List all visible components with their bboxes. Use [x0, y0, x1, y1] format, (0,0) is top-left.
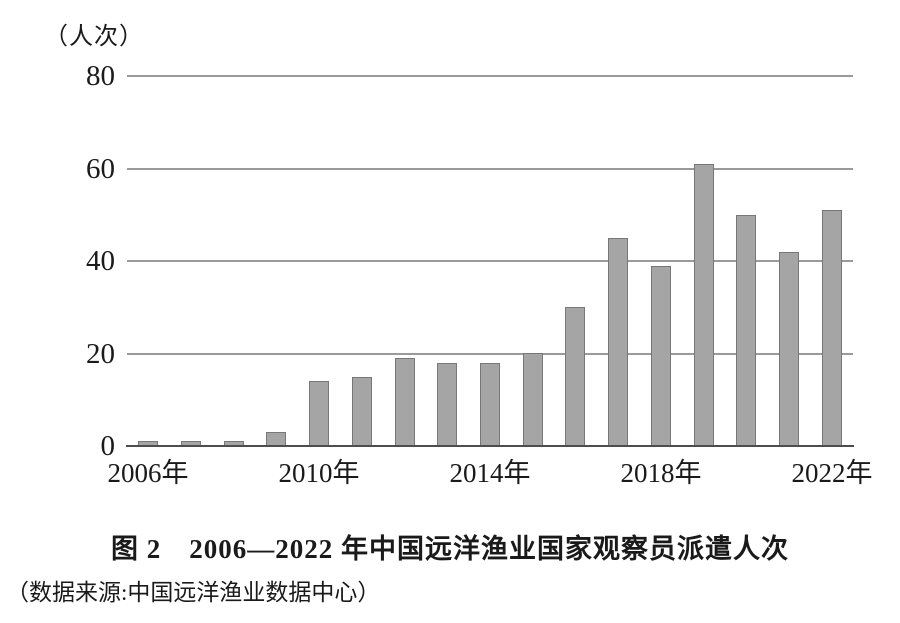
bar-2018: [651, 266, 671, 446]
gridline-60: [127, 167, 853, 170]
x-tick-label-2006: 2006年: [107, 458, 189, 488]
bar-2016: [565, 307, 585, 446]
bar-2017: [608, 238, 628, 446]
bar-2020: [736, 215, 756, 446]
gridline-80: [127, 75, 853, 77]
bar-2012: [395, 358, 415, 446]
x-tick-label-2018: 2018年: [620, 458, 702, 488]
gridline-20: [127, 352, 853, 355]
x-tick-label-2022: 2022年: [791, 458, 873, 488]
bar-2011: [352, 377, 372, 446]
figure-title: 图 2 2006—2022 年中国远洋渔业国家观察员派遣人次: [111, 534, 789, 564]
bar-2021: [779, 252, 799, 446]
x-tick-label-2010: 2010年: [278, 458, 360, 488]
y-tick-label-0: 0: [100, 430, 116, 462]
figure-source: （数据来源:中国远洋渔业数据中心）: [6, 580, 381, 605]
y-axis-unit-label: （人次）: [44, 24, 144, 50]
x-axis-line: [126, 445, 854, 447]
bar-2010: [309, 381, 329, 446]
bar-2019: [694, 164, 714, 446]
bar-2022: [822, 210, 842, 446]
y-tick-label-80: 80: [86, 60, 115, 92]
bar-2013: [437, 363, 457, 446]
y-tick-label-20: 20: [86, 337, 115, 370]
bar-2009: [266, 432, 286, 446]
x-tick-label-2014: 2014年: [449, 458, 531, 488]
y-tick-label-40: 40: [86, 245, 115, 277]
gridline-40: [127, 260, 853, 262]
bar-2014: [480, 363, 500, 446]
y-tick-label-60: 60: [86, 152, 115, 185]
bar-2015: [523, 353, 543, 446]
